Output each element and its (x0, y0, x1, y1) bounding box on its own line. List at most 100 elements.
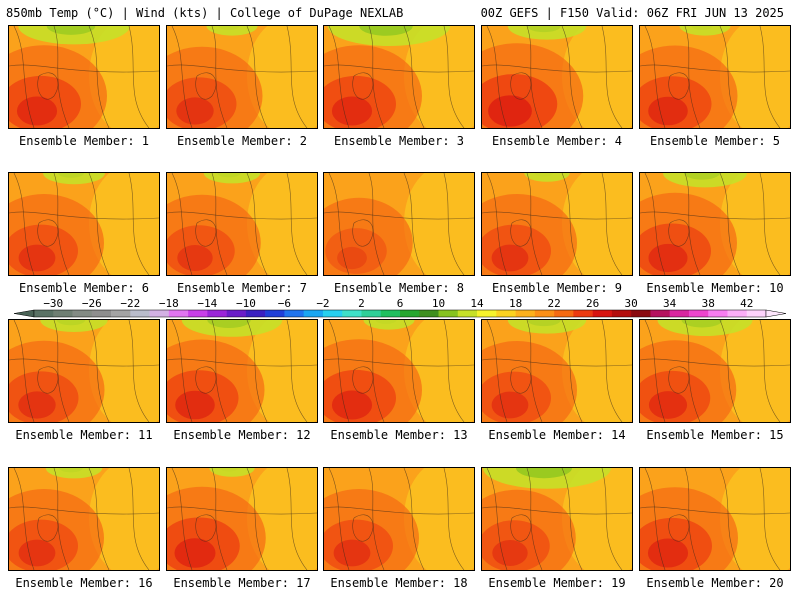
temperature-field (640, 173, 790, 275)
ensemble-member-map (639, 172, 791, 276)
colorbar-swatch (226, 310, 247, 317)
colorbar-swatch (111, 310, 131, 317)
colorbar-swatch (708, 310, 728, 317)
colorbar-tick-label: 42 (740, 297, 753, 310)
ensemble-member-map (323, 172, 475, 276)
colorbar-swatch (438, 310, 459, 317)
ensemble-member-label: Ensemble Member: 20 (646, 576, 784, 590)
colorbar-swatch (592, 310, 613, 317)
colorbar-swatch (419, 310, 439, 317)
temperature-field (167, 468, 317, 570)
ensemble-member-label: Ensemble Member: 15 (646, 428, 784, 442)
colorbar-swatch (611, 310, 632, 317)
temperature-field (9, 468, 159, 570)
temperature-field (640, 468, 790, 570)
colorbar-tick-label: 30 (625, 297, 638, 310)
ensemble-member-label: Ensemble Member: 14 (488, 428, 626, 442)
ensemble-member-label: Ensemble Member: 2 (176, 134, 308, 148)
colorbar-swatch (554, 310, 574, 317)
ensemble-member-map (166, 467, 318, 571)
temperature-field (9, 173, 159, 275)
ensemble-member-label: Ensemble Member: 9 (491, 281, 623, 295)
colorbar-swatch (400, 310, 420, 317)
ensemble-member-map (8, 172, 160, 276)
ensemble-member-map (639, 467, 791, 571)
ensemble-member-map (639, 25, 791, 129)
colorbar-tick-label: −2 (316, 297, 329, 310)
ensemble-member-map (8, 467, 160, 571)
colorbar-swatch (72, 310, 93, 317)
colorbar-swatch (534, 310, 555, 317)
colorbar-swatch (303, 310, 324, 317)
temperature-field (324, 26, 474, 128)
colorbar-tick-label: −18 (159, 297, 179, 310)
colorbar-swatch (380, 310, 401, 317)
colorbar-swatch (688, 310, 709, 317)
colorbar-swatch (342, 310, 362, 317)
colorbar-swatch (573, 310, 593, 317)
colorbar-tick-label: −26 (82, 297, 102, 310)
ensemble-member-label: Ensemble Member: 7 (176, 281, 308, 295)
ensemble-member-map (166, 319, 318, 423)
ensemble-member-label: Ensemble Member: 19 (488, 576, 626, 590)
colorbar-swatch (284, 310, 304, 317)
colorbar-swatch (496, 310, 516, 317)
ensemble-member-label: Ensemble Member: 12 (173, 428, 311, 442)
ensemble-member-label: Ensemble Member: 16 (15, 576, 153, 590)
colorbar-tick-label: −22 (120, 297, 140, 310)
colorbar-tick-label: 14 (470, 297, 484, 310)
colorbar-swatch (168, 310, 189, 317)
colorbar-swatch (477, 310, 497, 317)
colorbar-tick-label: 26 (586, 297, 599, 310)
colorbar-tick-label: −14 (197, 297, 217, 310)
ensemble-member-label: Ensemble Member: 13 (330, 428, 468, 442)
ensemble-member-map (8, 319, 160, 423)
temperature-field (640, 26, 790, 128)
colorbar-swatch (727, 310, 748, 317)
colorbar-swatch (149, 310, 170, 317)
ensemble-member-label: Ensemble Member: 11 (15, 428, 153, 442)
colorbar-swatch (188, 310, 208, 317)
ensemble-member-label: Ensemble Member: 6 (18, 281, 150, 295)
colorbar-swatch (746, 310, 767, 317)
ensemble-member-map (481, 172, 633, 276)
ensemble-member-map (481, 467, 633, 571)
run-valid-time: 00Z GEFS | F150 Valid: 06Z FRI JUN 13 20… (480, 6, 784, 20)
ensemble-member-label: Ensemble Member: 1 (18, 134, 150, 148)
temperature-field (324, 468, 474, 570)
colorbar-swatch (130, 310, 150, 317)
colorbar-swatch (631, 310, 651, 317)
map-title: 850mb Temp (°C) | Wind (kts) | College o… (6, 6, 404, 20)
temperature-field (482, 468, 632, 570)
colorbar-swatch (457, 310, 478, 317)
temperature-field (9, 320, 159, 422)
ensemble-member-map (323, 467, 475, 571)
colorbar-tick-label: 10 (432, 297, 445, 310)
colorbar-tick-label: 18 (509, 297, 522, 310)
ensemble-member-map (166, 25, 318, 129)
ensemble-member-map (481, 319, 633, 423)
ensemble-member-label: Ensemble Member: 17 (173, 576, 311, 590)
ensemble-member-map (323, 319, 475, 423)
colorbar-tick-label: 22 (547, 297, 560, 310)
ensemble-member-map (481, 25, 633, 129)
colorbar-tick-label: 34 (663, 297, 677, 310)
colorbar-swatch (53, 310, 73, 317)
ensemble-member-map (639, 319, 791, 423)
ensemble-member-label: Ensemble Member: 5 (649, 134, 781, 148)
temperature-field (9, 26, 159, 128)
ensemble-member-map (166, 172, 318, 276)
colorbar-tick-label: 2 (358, 297, 365, 310)
ensemble-member-label: Ensemble Member: 3 (333, 134, 465, 148)
temperature-field (640, 320, 790, 422)
colorbar-swatch (265, 310, 285, 317)
colorbar-swatch (669, 310, 690, 317)
temperature-field (482, 173, 632, 275)
temperature-field (167, 173, 317, 275)
colorbar-tick-label: −6 (278, 297, 291, 310)
colorbar-tick-label: −30 (43, 297, 63, 310)
colorbar-swatch (361, 310, 382, 317)
ensemble-member-map (8, 25, 160, 129)
colorbar-swatch (207, 310, 227, 317)
